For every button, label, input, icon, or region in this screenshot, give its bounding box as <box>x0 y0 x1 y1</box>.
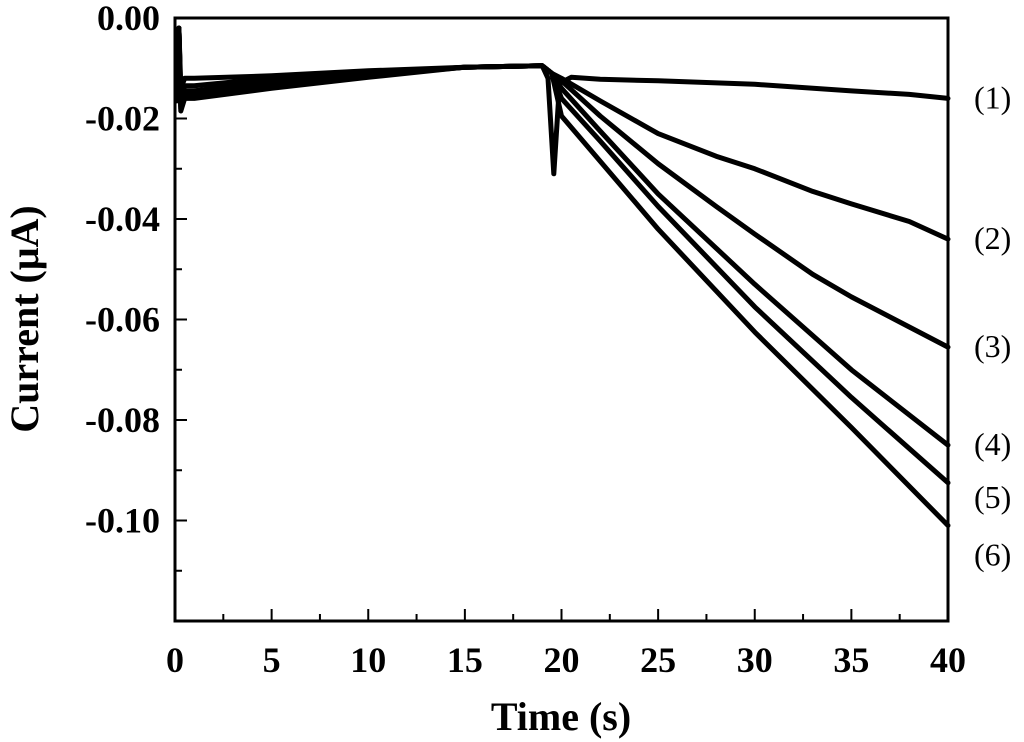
x-axis-ticks <box>174 609 949 621</box>
y-axis-ticks <box>175 17 187 622</box>
y-tick-label: -0.04 <box>85 199 160 239</box>
series-label-4: (4) <box>974 426 1011 462</box>
series-label-3: (3) <box>974 328 1011 364</box>
series-layer <box>174 25 951 528</box>
series-line-1 <box>174 25 951 177</box>
series-label-1: (1) <box>974 79 1011 115</box>
x-tick-label: 40 <box>930 640 966 680</box>
x-axis-title: Time (s) <box>491 694 631 739</box>
y-axis-title: Current (μA) <box>2 205 47 432</box>
x-axis-tick-labels: 0 5 10 15 20 25 30 35 40 <box>166 640 966 680</box>
x-tick-label: 5 <box>263 640 281 680</box>
y-tick-label: 0.00 <box>97 0 160 38</box>
series-label-6: (6) <box>974 537 1011 573</box>
series-labels: (1) (2) (3) (4) (5) (6) <box>974 79 1011 572</box>
series-line-2 <box>174 25 951 242</box>
series-label-5: (5) <box>974 479 1011 515</box>
y-tick-label: -0.10 <box>85 501 160 541</box>
y-tick-label: -0.06 <box>85 300 160 340</box>
y-tick-label: -0.02 <box>85 99 160 139</box>
series-line-6 <box>174 25 951 528</box>
x-tick-label: 0 <box>166 640 184 680</box>
y-tick-label: -0.08 <box>85 400 160 440</box>
series-line-5 <box>174 25 951 486</box>
series-label-2: (2) <box>974 220 1011 256</box>
x-tick-label: 30 <box>737 640 773 680</box>
y-axis-tick-labels: 0.00 -0.02 -0.04 -0.06 -0.08 -0.10 <box>85 0 160 541</box>
x-tick-label: 10 <box>350 640 386 680</box>
x-tick-label: 25 <box>640 640 676 680</box>
x-tick-label: 20 <box>544 640 580 680</box>
x-tick-label: 35 <box>833 640 869 680</box>
x-tick-label: 15 <box>447 640 483 680</box>
